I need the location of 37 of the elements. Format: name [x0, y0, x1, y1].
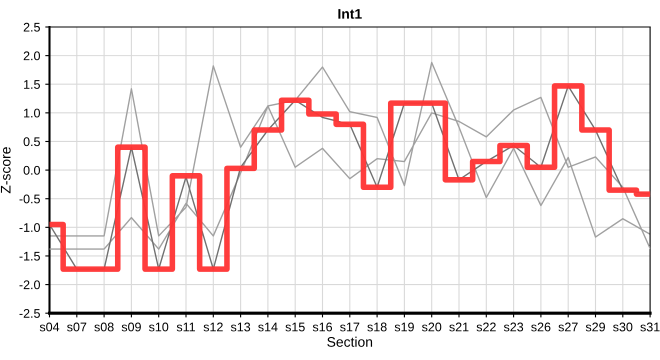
x-tick-label: s20: [422, 322, 442, 332]
x-axis-title: Section: [327, 336, 372, 347]
x-tick-label: s18: [367, 322, 387, 332]
y-tick-label: -1.0: [19, 223, 40, 232]
x-tick-label: s08: [94, 322, 114, 332]
x-tick-label: s17: [340, 322, 360, 332]
y-tick-label: 1.0: [24, 108, 40, 118]
x-tick-label: s12: [204, 322, 223, 332]
y-tick-label: -2.0: [19, 280, 40, 290]
chart-title: Int1: [338, 9, 362, 19]
y-tick-label: 1.5: [24, 80, 40, 89]
x-tick-label: s16: [312, 322, 332, 332]
y-tick-label: -2.5: [19, 309, 40, 318]
y-axis-title: Z-score: [0, 147, 11, 194]
x-tick-label: s30: [613, 322, 632, 332]
y-tick-label: 2.0: [24, 51, 40, 60]
y-tick-label: 2.5: [24, 22, 40, 32]
x-tick-label: s14: [258, 322, 278, 332]
x-tick-label: s26: [531, 322, 550, 332]
x-tick-label: s27: [558, 322, 578, 332]
x-tick-label: s04: [40, 322, 60, 332]
x-tick-label: s19: [394, 322, 414, 332]
x-tick-label: s11: [176, 322, 196, 332]
x-tick-label: s31: [640, 322, 660, 332]
x-tick-label: s29: [586, 322, 605, 332]
x-tick-label: s13: [230, 322, 250, 332]
y-tick-label: -1.5: [19, 252, 40, 261]
x-tick-label: s07: [67, 322, 86, 332]
x-tick-label: s09: [122, 322, 141, 332]
x-tick-label: s22: [476, 322, 496, 332]
y-tick-label: -0.5: [19, 194, 40, 204]
x-tick-label: s23: [504, 322, 524, 332]
y-tick-label: 0.5: [24, 137, 40, 146]
x-tick-label: s15: [285, 322, 305, 332]
y-tick-label: 0.0: [24, 166, 40, 175]
x-tick-label: s21: [449, 322, 468, 332]
x-tick-label: s10: [148, 322, 168, 332]
